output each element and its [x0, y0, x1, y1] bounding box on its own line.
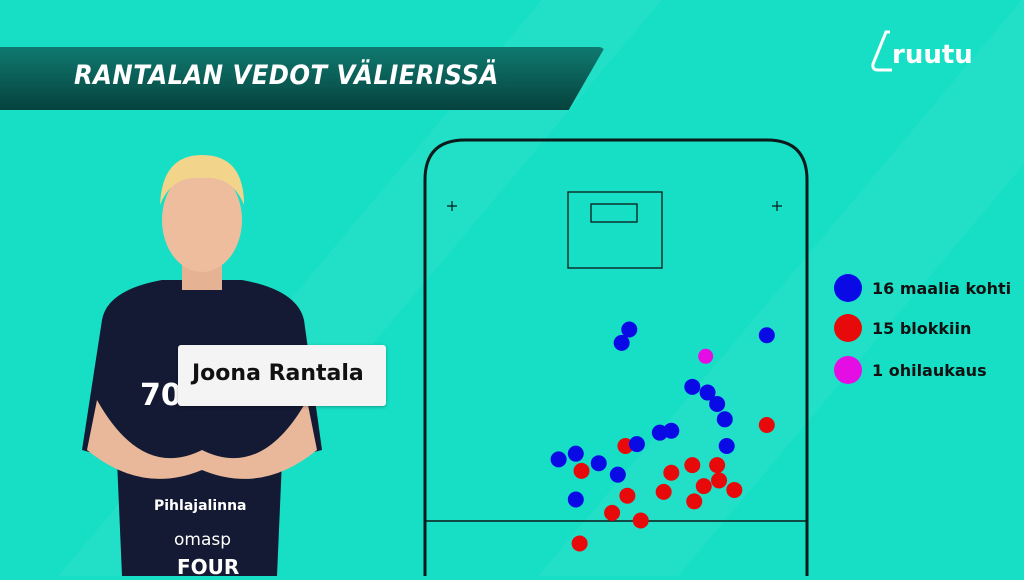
- jersey-number: 70: [140, 378, 182, 413]
- shot-point-missed: [698, 348, 714, 364]
- shot-point-on-goal: [684, 378, 701, 395]
- shot-point-on-goal: [628, 436, 645, 453]
- shot-point-blocked: [758, 417, 775, 434]
- shot-point-blocked: [726, 481, 743, 498]
- shot-point-on-goal: [758, 327, 775, 344]
- legend-dot: [834, 314, 862, 342]
- page-title: RANTALAN VEDOT VÄLIERISSÄ: [74, 60, 499, 91]
- shot-point-blocked: [684, 457, 701, 474]
- shot-point-on-goal: [716, 411, 733, 428]
- shot-point-blocked: [619, 487, 636, 504]
- goal: [590, 203, 638, 223]
- shot-point-on-goal: [613, 334, 630, 351]
- shot-point-on-goal: [567, 445, 584, 462]
- shot-point-on-goal: [663, 422, 680, 439]
- shot-point-on-goal: [590, 455, 607, 472]
- sponsor-text: omasp: [174, 530, 231, 550]
- shot-point-blocked: [655, 483, 672, 500]
- logo-text: ruutu: [892, 40, 973, 70]
- shot-point-on-goal: [699, 384, 716, 401]
- shot-point-blocked: [604, 504, 621, 521]
- goal-crease: [567, 191, 663, 269]
- shot-point-blocked: [709, 457, 726, 474]
- sponsor-text: Pihlajalinna: [154, 498, 247, 514]
- shot-point-blocked: [663, 464, 680, 481]
- legend-dot: [834, 274, 862, 302]
- shot-point-on-goal: [718, 438, 735, 455]
- shot-point-on-goal: [709, 396, 726, 413]
- player-name-label: Joona Rantala: [178, 345, 386, 406]
- faceoff-mark: [447, 201, 457, 211]
- faceoff-mark: [772, 201, 782, 211]
- player-name: Joona Rantala: [192, 361, 364, 386]
- rink-boards: [423, 138, 809, 576]
- shot-point-blocked: [686, 493, 703, 510]
- legend-label: 16 maalia kohti: [872, 278, 1012, 298]
- shot-point-blocked: [711, 472, 728, 489]
- legend-label: 15 blokkiin: [872, 318, 972, 338]
- shot-point-blocked: [571, 535, 588, 552]
- legend-label: 1 ohilaukaus: [872, 360, 987, 380]
- shot-point-blocked: [632, 512, 649, 529]
- title-bar: [0, 47, 605, 110]
- legend-item-missed: 1 ohilaukaus: [834, 356, 987, 384]
- sponsor-text: FOUR: [177, 555, 239, 576]
- shot-point-on-goal: [621, 321, 638, 338]
- logo-mark-icon: [871, 30, 892, 72]
- legend-item-blocked: 15 blokkiin: [834, 314, 971, 342]
- shot-point-on-goal: [609, 466, 626, 483]
- shot-point-blocked: [573, 462, 590, 479]
- legend-item-on-goal: 16 maalia kohti: [834, 274, 1011, 302]
- shot-point-on-goal: [567, 491, 584, 508]
- legend-dot: [834, 356, 862, 384]
- shot-point-blocked: [695, 478, 712, 495]
- shot-point-on-goal: [550, 451, 567, 468]
